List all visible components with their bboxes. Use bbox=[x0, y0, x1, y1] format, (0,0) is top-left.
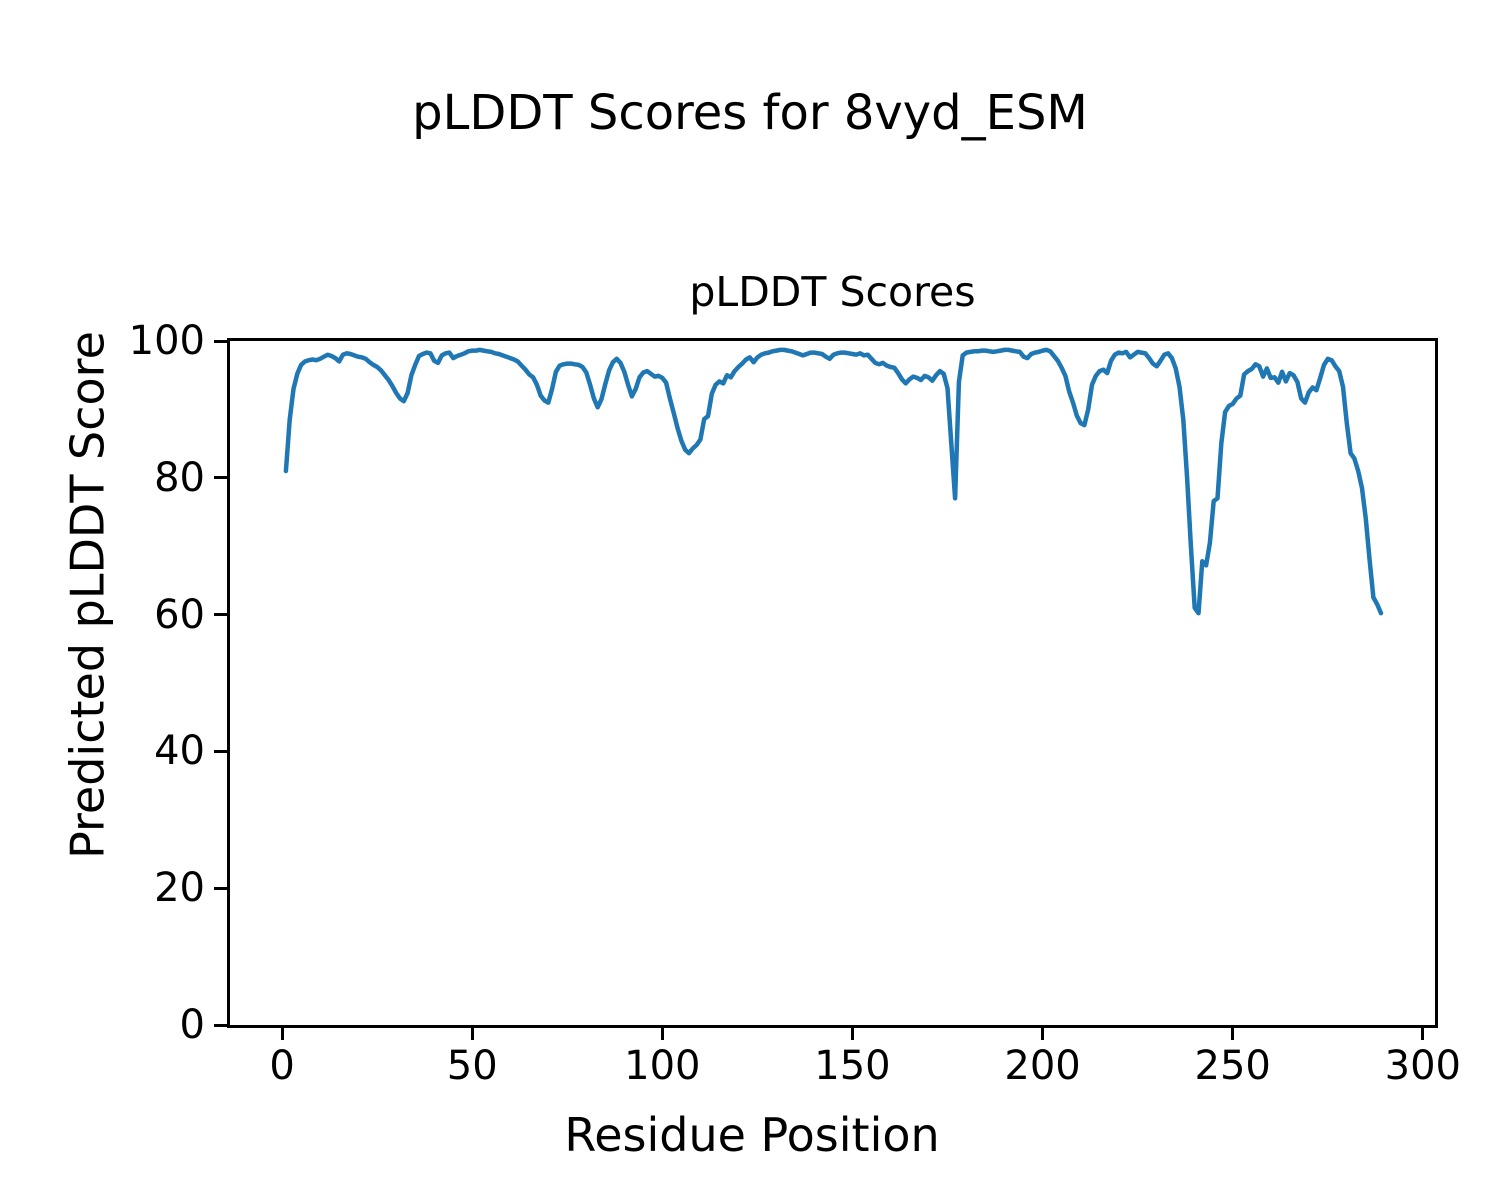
y-tick-label: 80 bbox=[154, 454, 205, 501]
pldddt-series-line bbox=[283, 347, 1384, 616]
x-tick-label: 250 bbox=[1194, 1043, 1271, 1089]
axes-title: pLDDT Scores bbox=[689, 268, 976, 316]
x-tick-mark bbox=[280, 1027, 284, 1040]
y-tick-mark bbox=[214, 613, 227, 617]
y-tick-mark bbox=[214, 476, 227, 480]
y-tick-label: 100 bbox=[128, 318, 205, 364]
x-tick-mark bbox=[1231, 1027, 1235, 1040]
x-tick-mark bbox=[1421, 1027, 1425, 1040]
x-tick-mark bbox=[470, 1027, 474, 1040]
x-tick-label: 0 bbox=[269, 1043, 295, 1089]
y-tick-mark bbox=[214, 1023, 227, 1027]
x-tick-label: 300 bbox=[1384, 1043, 1462, 1089]
x-tick-mark bbox=[1041, 1027, 1045, 1040]
x-tick-label: 50 bbox=[446, 1043, 498, 1089]
y-tick-label: 60 bbox=[154, 591, 205, 638]
pldddt-line-chart bbox=[283, 347, 1384, 616]
x-tick-mark bbox=[660, 1027, 664, 1040]
y-tick-label: 20 bbox=[154, 865, 205, 912]
plot-area bbox=[227, 338, 1438, 1028]
figure-suptitle: pLDDT Scores for 8vyd_ESM bbox=[412, 85, 1088, 141]
y-axis-label: Predicted pLDDT Score bbox=[60, 331, 115, 859]
x-tick-label: 150 bbox=[814, 1043, 891, 1089]
y-tick-label: 40 bbox=[154, 728, 205, 775]
x-axis-label: Residue Position bbox=[564, 1108, 940, 1162]
x-tick-label: 200 bbox=[1004, 1043, 1081, 1089]
x-tick-mark bbox=[850, 1027, 854, 1040]
y-tick-mark bbox=[214, 886, 227, 890]
y-tick-mark bbox=[214, 339, 227, 343]
y-tick-mark bbox=[214, 749, 227, 753]
x-tick-label: 100 bbox=[624, 1043, 701, 1089]
y-tick-label: 0 bbox=[179, 1002, 205, 1048]
